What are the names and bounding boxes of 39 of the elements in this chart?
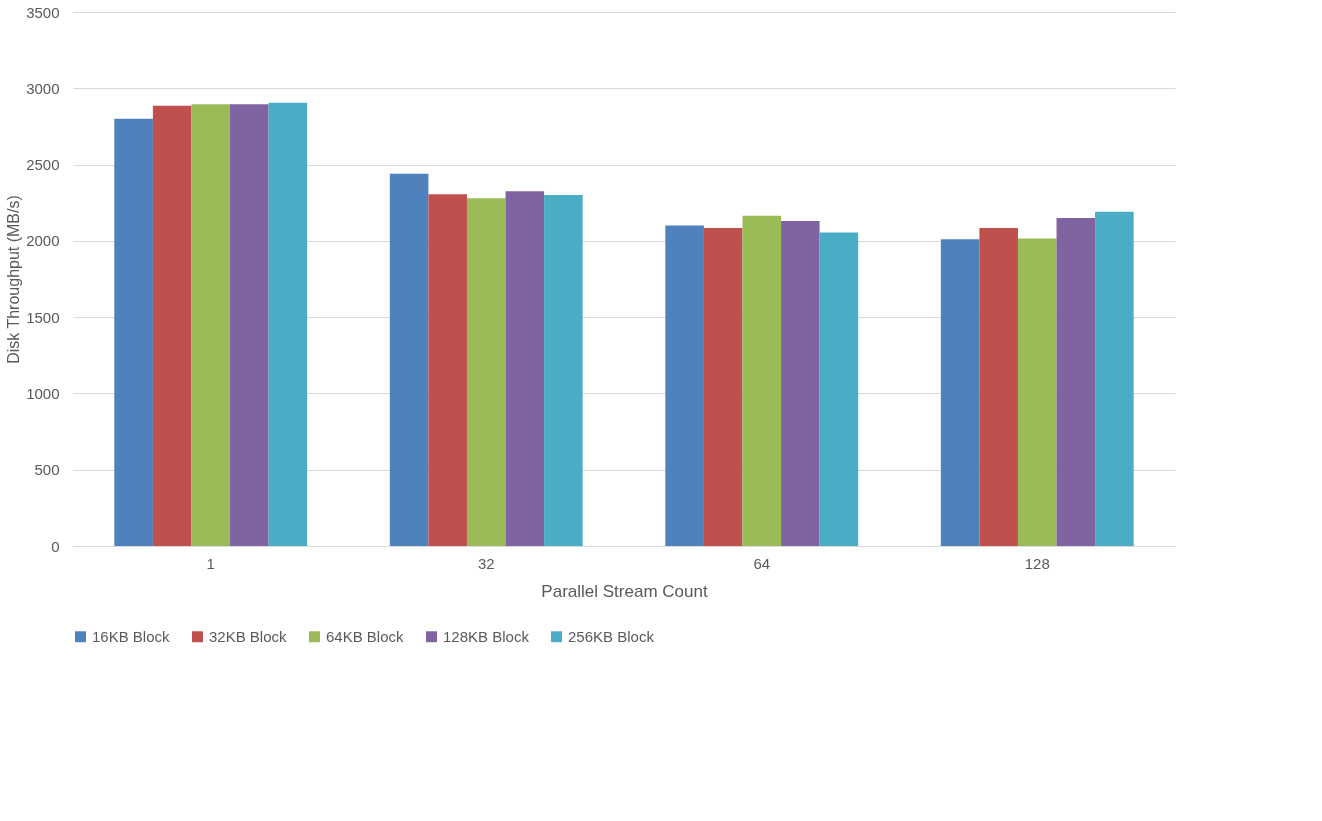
y-tick-label: 1000 xyxy=(26,384,60,402)
legend-label: 16KB Block xyxy=(92,627,171,645)
bar xyxy=(505,191,545,546)
bar xyxy=(428,194,467,546)
y-axis-title: Disk Throughput (MB/s) xyxy=(5,195,23,364)
x-tick-label: 128 xyxy=(1024,554,1050,572)
bar xyxy=(940,239,980,546)
bar xyxy=(703,227,743,546)
y-tick-label: 3500 xyxy=(26,3,60,21)
x-tick-label: 1 xyxy=(206,554,215,572)
bar xyxy=(268,102,308,546)
y-tick-label: 2500 xyxy=(26,156,60,174)
bar xyxy=(781,221,820,546)
x-axis-title: Parallel Stream Count xyxy=(541,581,708,601)
bar xyxy=(742,215,782,546)
y-tick-label: 1500 xyxy=(26,308,60,326)
legend-label: 32KB Block xyxy=(209,627,288,645)
bar xyxy=(979,227,1018,546)
bar xyxy=(819,232,859,546)
bar xyxy=(466,198,506,546)
bar xyxy=(1056,217,1096,546)
legend-label: 128KB Block xyxy=(443,627,530,645)
x-tick-label: 64 xyxy=(753,554,771,572)
bar xyxy=(152,105,192,546)
legend-label: 256KB Block xyxy=(568,627,655,645)
bar xyxy=(1017,238,1057,546)
bar xyxy=(230,104,269,546)
y-tick-label: 500 xyxy=(34,461,60,479)
y-tick-label: 3000 xyxy=(26,79,60,97)
bar xyxy=(191,104,231,546)
legend-label: 64KB Block xyxy=(326,627,405,645)
bar xyxy=(544,195,583,546)
bar xyxy=(114,118,153,546)
bar xyxy=(1095,211,1134,546)
y-tick-label: 2000 xyxy=(26,232,60,250)
bar xyxy=(665,225,704,546)
x-tick-label: 32 xyxy=(477,554,495,572)
y-tick-label: 0 xyxy=(51,537,60,555)
bar xyxy=(389,173,429,546)
